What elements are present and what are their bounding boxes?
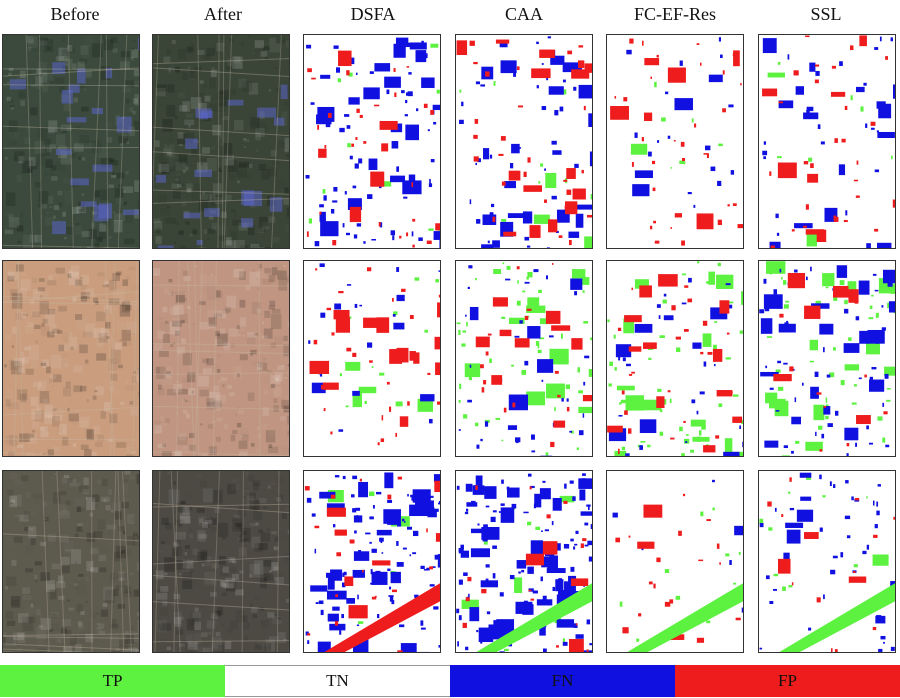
image-before-row2 bbox=[3, 261, 139, 456]
header-after: After bbox=[204, 4, 242, 24]
panel-row2-before bbox=[2, 260, 140, 457]
panel-row2-caa bbox=[455, 260, 593, 457]
image-before-row1 bbox=[3, 35, 139, 248]
header-dsfa: DSFA bbox=[350, 4, 396, 24]
change-map-caa-row3 bbox=[456, 471, 592, 652]
change-map-dsfa-row2 bbox=[304, 261, 440, 456]
change-map-caa-row2 bbox=[456, 261, 592, 456]
panel-row3-ssl bbox=[758, 470, 896, 653]
header-ssl: SSL bbox=[810, 4, 842, 24]
header-fc-ef-res: FC-EF-Res bbox=[633, 4, 716, 24]
image-before-row3 bbox=[3, 471, 139, 652]
panel-row1-fc-ef-res bbox=[606, 34, 744, 249]
panel-row2-fc-ef-res bbox=[606, 260, 744, 457]
panel-row1-ssl bbox=[758, 34, 896, 249]
panel-row2-after bbox=[152, 260, 290, 457]
change-map-ssl-row2 bbox=[759, 261, 895, 456]
image-after-row1 bbox=[153, 35, 289, 248]
legend-bar: TP TN FN FP bbox=[0, 665, 900, 697]
panel-row2-ssl bbox=[758, 260, 896, 457]
legend-tn: TN bbox=[225, 665, 450, 697]
legend-fp: FP bbox=[675, 665, 900, 697]
change-map-fc-ef-res-row3 bbox=[607, 471, 743, 652]
change-map-ssl-row3 bbox=[759, 471, 895, 652]
panel-row1-after bbox=[152, 34, 290, 249]
panel-row1-caa bbox=[455, 34, 593, 249]
panel-row3-caa bbox=[455, 470, 593, 653]
panel-row3-fc-ef-res bbox=[606, 470, 744, 653]
panel-row3-dsfa bbox=[303, 470, 441, 653]
legend-fn: FN bbox=[450, 665, 675, 697]
header-before: Before bbox=[50, 4, 100, 24]
change-map-ssl-row1 bbox=[759, 35, 895, 248]
change-map-fc-ef-res-row2 bbox=[607, 261, 743, 456]
panel-row1-dsfa bbox=[303, 34, 441, 249]
change-map-dsfa-row1 bbox=[304, 35, 440, 248]
panel-row3-before bbox=[2, 470, 140, 653]
change-map-caa-row1 bbox=[456, 35, 592, 248]
panel-row1-before bbox=[2, 34, 140, 249]
change-map-dsfa-row3 bbox=[304, 471, 440, 652]
panel-row2-dsfa bbox=[303, 260, 441, 457]
image-after-row3 bbox=[153, 471, 289, 652]
panel-row3-after bbox=[152, 470, 290, 653]
image-after-row2 bbox=[153, 261, 289, 456]
legend-tp: TP bbox=[0, 665, 225, 697]
change-map-fc-ef-res-row1 bbox=[607, 35, 743, 248]
header-caa: CAA bbox=[504, 4, 543, 24]
